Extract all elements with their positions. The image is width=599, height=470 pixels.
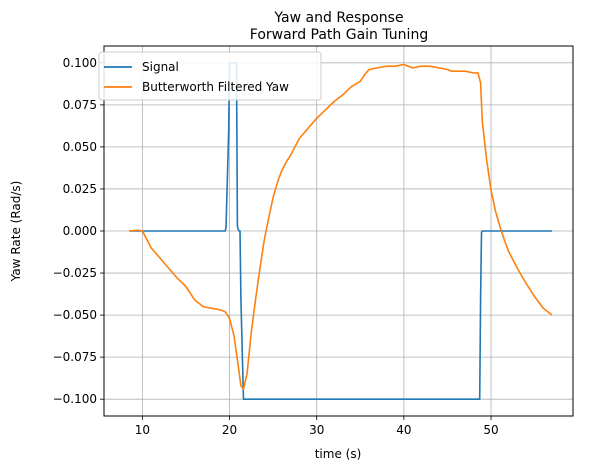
y-tick-label: −0.075 [53, 350, 97, 364]
y-axis-label: Yaw Rate (Rad/s) [9, 181, 23, 283]
y-tick-label: −0.050 [53, 308, 97, 322]
chart-subtitle: Forward Path Gain Tuning [250, 27, 428, 43]
x-tick-label: 40 [396, 423, 411, 437]
x-axis-label: time (s) [315, 447, 362, 461]
y-tick-label: 0.000 [63, 224, 97, 238]
legend: Signal Butterworth Filtered Yaw [99, 52, 321, 100]
x-tick-label: 30 [309, 423, 324, 437]
x-tick-label: 50 [483, 423, 498, 437]
x-tick-label: 10 [135, 423, 150, 437]
y-tick-label: −0.025 [53, 266, 97, 280]
chart-title: Yaw and Response [273, 10, 403, 26]
y-tick-label: −0.100 [53, 392, 97, 406]
y-tick-label: 0.075 [63, 98, 97, 112]
y-tick-label: 0.100 [63, 56, 97, 70]
y-tick-label: 0.025 [63, 182, 97, 196]
legend-label-butterworth-filtered-yaw: Butterworth Filtered Yaw [142, 80, 289, 94]
y-tick-label: 0.050 [63, 140, 97, 154]
x-tick-label: 20 [222, 423, 237, 437]
legend-label-signal: Signal [142, 60, 179, 74]
